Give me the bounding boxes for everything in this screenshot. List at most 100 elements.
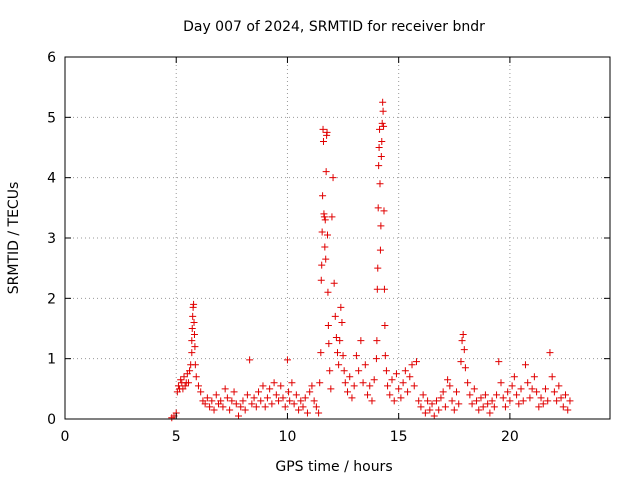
data-point [334, 349, 341, 357]
data-point [481, 391, 489, 399]
data-point [417, 403, 425, 411]
data-point [477, 394, 485, 402]
y-tick-label: 2 [47, 291, 56, 307]
data-point [243, 391, 251, 399]
data-point [419, 391, 427, 399]
data-point [381, 352, 389, 360]
x-tick-label: 20 [501, 429, 519, 445]
data-point [557, 394, 565, 402]
data-point [374, 204, 382, 212]
data-point [460, 346, 468, 354]
data-point [395, 385, 403, 393]
data-point [458, 337, 466, 345]
data-point [376, 125, 384, 133]
data-point [301, 394, 309, 402]
data-point [277, 382, 285, 390]
x-tick-label: 5 [172, 429, 181, 445]
data-point [312, 403, 320, 411]
data-point [319, 137, 327, 145]
data-point [508, 382, 516, 390]
data-point [237, 403, 245, 411]
data-point [184, 379, 192, 387]
data-point [295, 406, 303, 414]
data-point [259, 382, 267, 390]
data-point [450, 406, 458, 414]
data-point [459, 331, 467, 339]
y-tick-label: 5 [47, 110, 56, 126]
data-point [378, 137, 386, 145]
data-point [352, 352, 360, 360]
data-point [490, 403, 498, 411]
data-point [324, 288, 332, 296]
data-point [346, 373, 354, 381]
data-point [375, 162, 383, 170]
data-point [533, 388, 541, 396]
data-point [539, 400, 547, 408]
data-point [493, 391, 501, 399]
data-point [288, 379, 296, 387]
data-point [203, 394, 211, 402]
data-point [292, 391, 300, 399]
data-point [192, 373, 200, 381]
data-point [336, 337, 344, 345]
data-point [341, 379, 349, 387]
data-point [190, 331, 198, 339]
data-point [263, 394, 271, 402]
data-point [515, 400, 523, 408]
data-point [339, 352, 347, 360]
data-point [526, 394, 534, 402]
data-point [379, 98, 387, 106]
data-point [308, 382, 316, 390]
data-point [364, 391, 372, 399]
data-point [380, 285, 388, 293]
data-point [524, 379, 532, 387]
data-point [285, 388, 293, 396]
data-point [223, 394, 231, 402]
data-point [252, 403, 260, 411]
data-point [317, 276, 325, 284]
data-point [517, 385, 525, 393]
data-point [566, 397, 574, 405]
data-point [372, 355, 380, 363]
data-point [544, 397, 552, 405]
data-point [415, 397, 423, 405]
data-point [379, 107, 387, 115]
data-point [404, 388, 412, 396]
data-point [310, 397, 318, 405]
data-point [322, 168, 330, 176]
data-point [390, 397, 398, 405]
data-point [375, 144, 383, 151]
data-point [226, 406, 234, 414]
data-point [318, 261, 326, 269]
data-point [319, 192, 327, 200]
data-point [541, 385, 549, 393]
data-point [217, 397, 225, 405]
data-point [506, 397, 514, 405]
data-point [377, 222, 385, 230]
data-point [457, 358, 465, 366]
data-point [373, 337, 381, 345]
data-point [177, 376, 185, 384]
data-point [562, 391, 570, 399]
data-point [384, 382, 392, 390]
y-axis-label: SRMTID / TECUs [6, 182, 22, 295]
data-point [275, 397, 283, 405]
data-point [519, 397, 527, 405]
y-tick-label: 0 [47, 412, 56, 428]
data-point [461, 364, 469, 372]
data-point [189, 312, 197, 320]
data-point [437, 394, 445, 402]
axis-ticks: 0 1 2 3 4 5 6 0 5 10 15 20 [47, 50, 610, 445]
data-point [319, 125, 327, 133]
data-point [399, 379, 407, 387]
data-point [250, 394, 258, 402]
data-point [324, 321, 332, 329]
data-point [248, 400, 256, 408]
data-point [495, 358, 503, 366]
data-point [180, 373, 188, 381]
data-point [316, 379, 324, 387]
data-point [448, 397, 456, 405]
data-point [327, 385, 335, 393]
data-point [546, 349, 554, 357]
